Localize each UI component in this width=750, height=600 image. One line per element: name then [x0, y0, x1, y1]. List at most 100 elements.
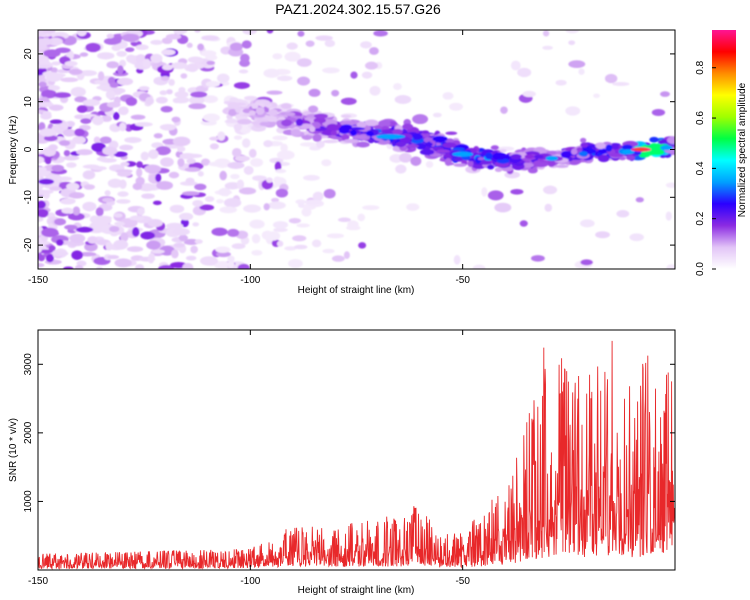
heatmap-cell — [102, 146, 118, 156]
heatmap-cell — [185, 255, 197, 261]
heatmap-cell — [117, 191, 129, 197]
heatmap-cell — [205, 80, 221, 88]
heatmap-cell — [308, 88, 321, 97]
heatmap-cell — [248, 110, 256, 116]
heatmap-cell — [168, 171, 180, 179]
heatmap-cell — [227, 161, 245, 169]
heatmap-cell — [38, 178, 55, 185]
heatmap-cell — [543, 185, 558, 195]
heatmap-cell — [153, 133, 163, 139]
colorbar — [712, 30, 736, 269]
heatmap-cell — [481, 187, 488, 197]
heatmap-cell — [233, 135, 243, 140]
heatmap-cell — [140, 231, 156, 240]
heatmap-cell — [660, 145, 673, 151]
heatmap-cell — [266, 90, 283, 95]
x-tick-label: -50 — [455, 576, 470, 587]
heatmap-cell — [68, 68, 83, 75]
y-tick-label: 1000 — [23, 490, 34, 513]
heatmap-cell — [117, 65, 124, 75]
heatmap-cell — [350, 71, 358, 79]
heatmap-cell — [251, 233, 261, 244]
heatmap-cell — [82, 170, 96, 180]
heatmap-cell — [622, 144, 633, 151]
heatmap-cell — [244, 95, 258, 101]
heatmap-cell — [116, 199, 131, 204]
heatmap-cell — [378, 120, 391, 128]
heatmap-cell — [38, 200, 46, 209]
heatmap-cell — [261, 115, 278, 121]
heatmap-cell — [106, 101, 121, 108]
heatmap-cell — [137, 207, 145, 216]
heatmap-cell — [202, 95, 218, 103]
heatmap-cell — [188, 103, 206, 110]
heatmap-cell — [236, 179, 245, 190]
heatmap-cell — [667, 136, 675, 145]
heatmap-cell — [251, 103, 259, 109]
y-tick-label: 20 — [23, 48, 34, 60]
heatmap-cell — [308, 105, 319, 113]
heatmap-cell — [45, 254, 54, 263]
heatmap-cell — [109, 82, 119, 88]
heatmap-cell — [101, 115, 113, 122]
heatmap-cell — [612, 81, 630, 87]
heatmap-cell — [568, 40, 576, 46]
heatmap-cell — [200, 256, 218, 266]
heatmap-cell — [326, 233, 345, 239]
heatmap-cell — [180, 73, 188, 79]
snr-plot-area — [38, 340, 675, 570]
heatmap-cell — [159, 245, 175, 256]
heatmap-cell — [580, 137, 587, 143]
heatmap-cell — [357, 213, 366, 222]
heatmap-cell — [593, 93, 600, 99]
heatmap-cell — [343, 138, 360, 144]
heatmap-cell — [259, 121, 270, 127]
heatmap-cell — [629, 233, 644, 242]
heatmap-cell — [60, 122, 68, 129]
heatmap-cell — [346, 225, 361, 231]
heatmap-cell — [242, 30, 257, 35]
heatmap-cell — [93, 136, 101, 144]
heatmap-cell — [209, 136, 220, 141]
heatmap-cell — [82, 201, 97, 212]
bottom-y-axis-label: SNR (10 * v/v) — [8, 418, 19, 482]
heatmap-cell — [453, 255, 461, 265]
heatmap-cell — [268, 109, 278, 116]
heatmap-cell — [547, 159, 556, 167]
heatmap-cell — [298, 202, 305, 208]
heatmap-cell — [555, 164, 569, 169]
heatmap-cell — [96, 216, 112, 225]
heatmap-cell — [111, 44, 121, 51]
heatmap-cell — [174, 91, 189, 98]
heatmap-cell — [109, 225, 120, 233]
heatmap-cell — [338, 125, 350, 134]
y-tick-label: -20 — [23, 237, 34, 252]
heatmap-cell — [238, 69, 249, 74]
heatmap-cell — [432, 112, 442, 118]
heatmap-cell — [151, 249, 165, 254]
heatmap-cell — [419, 148, 435, 156]
heatmap-cell — [216, 73, 230, 83]
heatmap-cell — [47, 85, 61, 91]
heatmap-cell — [442, 92, 454, 100]
heatmap-cell — [117, 171, 132, 177]
heatmap-cell — [118, 106, 129, 116]
heatmap-cell — [230, 173, 240, 180]
heatmap-cell — [519, 220, 528, 227]
heatmap-cell — [406, 203, 420, 211]
heatmap-cell — [44, 135, 58, 142]
heatmap-cell — [211, 227, 228, 237]
heatmap-cell — [124, 136, 142, 144]
heatmap-cell — [375, 134, 406, 140]
heatmap-cell — [52, 251, 69, 257]
heatmap-cell — [298, 123, 314, 129]
heatmap-cell — [194, 183, 207, 191]
heatmap-cell — [369, 47, 379, 55]
heatmap-cell — [92, 115, 104, 126]
heatmap-cell — [194, 239, 203, 244]
heatmap-cell — [91, 142, 106, 152]
heatmap-cell — [252, 175, 267, 182]
heatmap-cell — [159, 90, 168, 96]
heatmap-cell — [116, 50, 127, 57]
